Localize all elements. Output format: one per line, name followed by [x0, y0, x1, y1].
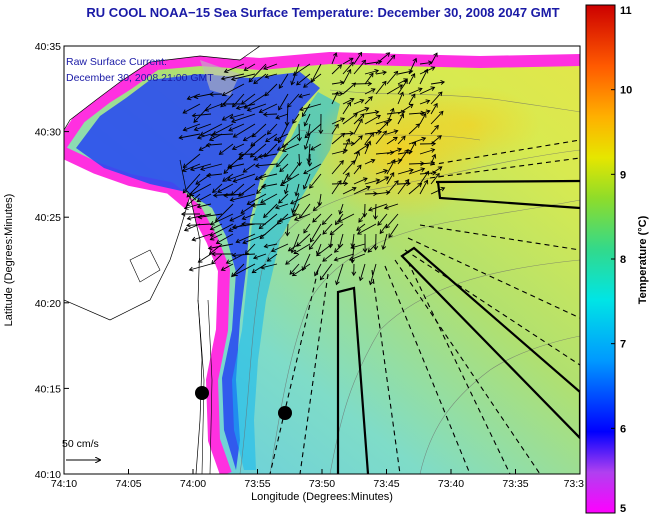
- y-tick-label: 40:35: [35, 41, 61, 53]
- site-marker-2: [278, 406, 292, 420]
- x-tick-label: 73:55: [244, 478, 270, 490]
- site-marker-1: [195, 386, 209, 400]
- colorbar-tick-label: 10: [620, 85, 632, 97]
- y-tick-label: 40:20: [35, 298, 61, 310]
- y-tick-label: 40:10: [35, 469, 61, 481]
- colorbar-tick-label: 8: [620, 254, 626, 266]
- colorbar-tick-label: 6: [620, 423, 626, 435]
- y-tick-label: 40:30: [35, 127, 61, 139]
- colorbar-ticks: 5 6 7 8 9 10 11: [611, 4, 632, 515]
- colorbar: [585, 4, 616, 514]
- colorbar-tick-label: 11: [620, 5, 632, 17]
- colorbar-label: Temperature (°C): [637, 215, 649, 304]
- sst-field: [64, 46, 580, 474]
- x-axis-ticks: 74:10 74:05 74:00 73:55 73:50 73:45 73:40 73:35…: [51, 469, 584, 490]
- current-vectors: [178, 51, 446, 286]
- scale-label: 50 cm/s: [62, 438, 99, 450]
- colorbar-tick-label: 5: [620, 503, 626, 515]
- radial-lines: [269, 139, 580, 474]
- y-tick-label: 40:15: [35, 383, 61, 395]
- legend-line2: December 30, 2008 21:00 GMT: [66, 72, 214, 84]
- x-tick-label: 73:3: [564, 478, 585, 490]
- y-axis-label: Latitude (Degrees:Minutes): [3, 194, 15, 327]
- colorbar-tick-label: 7: [620, 339, 626, 351]
- disposal-polygons: [336, 179, 580, 474]
- figure-title: RU COOL NOAA−15 Sea Surface Temperature:…: [86, 5, 560, 20]
- x-tick-label: 74:00: [180, 478, 206, 490]
- x-tick-label: 73:50: [309, 478, 335, 490]
- x-axis-label: Longitude (Degrees:Minutes): [251, 491, 393, 503]
- y-axis-ticks: 40:35 40:30 40:25 40:20 40:15 40:10: [35, 41, 69, 481]
- x-tick-label: 74:05: [115, 478, 141, 490]
- x-tick-label: 73:35: [502, 478, 528, 490]
- legend-line1: Raw Surface Current:: [66, 56, 167, 68]
- x-tick-label: 74:10: [51, 478, 77, 490]
- colorbar-tick-label: 9: [620, 169, 626, 181]
- y-tick-label: 40:25: [35, 212, 61, 224]
- x-tick-label: 73:45: [373, 478, 399, 490]
- x-tick-label: 73:40: [438, 478, 464, 490]
